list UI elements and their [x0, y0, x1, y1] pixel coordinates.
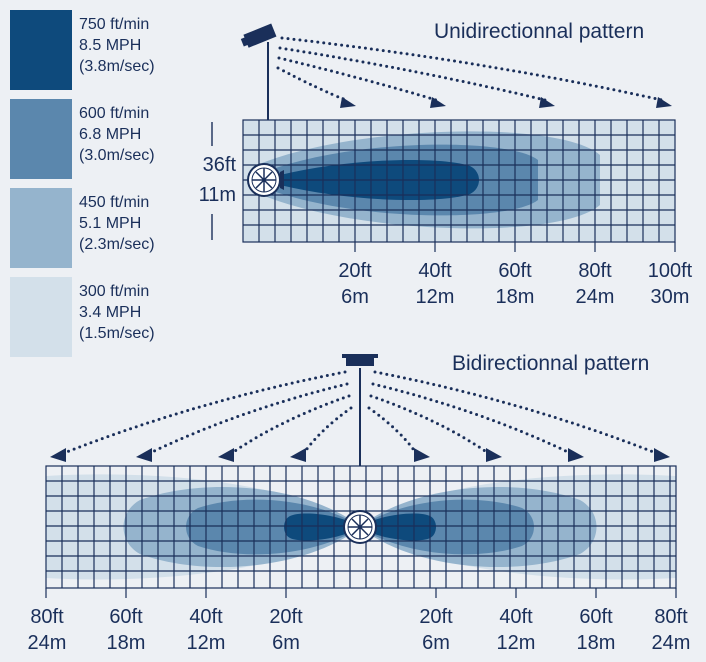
distance-tick: 100ft 30m — [635, 258, 705, 310]
tick-ft: 20ft — [419, 606, 453, 628]
distance-tick: 60ft 18m — [480, 258, 550, 310]
distance-tick: 60ft 18m — [561, 604, 631, 656]
bidirectional-pattern — [45, 354, 677, 598]
tick-ft: 40ft — [499, 606, 533, 628]
tick-m: 18m — [106, 632, 146, 654]
legend-swatches — [10, 10, 72, 357]
distance-tick: 40ft 12m — [400, 258, 470, 310]
bidirectional-title: Bidirectionnal pattern — [452, 352, 650, 375]
tick-ft: 40ft — [189, 606, 223, 628]
distance-tick: 20ft 6m — [251, 604, 321, 656]
legend-swatch-750 — [10, 10, 72, 90]
legend-ms: (2.3m/sec) — [79, 236, 155, 253]
distance-tick: 80ft 24m — [636, 604, 706, 656]
legend-mph: 3.4 MPH — [79, 304, 142, 321]
distance-tick: 60ft 18m — [91, 604, 161, 656]
distance-tick: 40ft 12m — [481, 604, 551, 656]
fan-icon-unidirectional — [247, 163, 284, 197]
tick-m: 12m — [496, 632, 536, 654]
legend-mph: 6.8 MPH — [79, 126, 142, 143]
tick-m: 24m — [27, 632, 67, 654]
legend-mph: 5.1 MPH — [79, 215, 142, 232]
arrow-heads-bidirectional — [50, 448, 670, 462]
distance-tick: 20ft 6m — [401, 604, 471, 656]
legend-ms: (3.8m/sec) — [79, 58, 155, 75]
tick-ft: 80ft — [654, 606, 688, 628]
tick-m: 18m — [576, 632, 616, 654]
tick-m: 18m — [495, 286, 535, 308]
legend-swatch-450 — [10, 188, 72, 268]
tick-ft: 100ft — [647, 260, 693, 282]
distance-tick: 40ft 12m — [171, 604, 241, 656]
tick-ft: 20ft — [269, 606, 303, 628]
legend-fpm: 300 ft/min — [79, 283, 150, 300]
tick-m: 6m — [272, 632, 300, 654]
fan-icon-bidirectional — [343, 510, 377, 544]
tick-m: 6m — [341, 286, 369, 308]
height-label: 36ft 11m — [186, 150, 236, 210]
legend-entry-300: 300 ft/min 3.4 MPH (1.5m/sec) — [79, 281, 155, 344]
legend-swatch-300 — [10, 277, 72, 357]
unidirectional-pattern — [211, 23, 676, 252]
legend-fpm: 750 ft/min — [79, 16, 150, 33]
tick-ft: 60ft — [498, 260, 532, 282]
grid-unidirectional — [242, 119, 676, 252]
height-ft: 36ft — [202, 154, 236, 176]
airflow-arrows-bidirectional — [62, 370, 658, 455]
distance-tick: 80ft 24m — [12, 604, 82, 656]
legend-ms: (1.5m/sec) — [79, 325, 155, 342]
ceiling-fan-bidirectional — [342, 354, 378, 466]
legend-mph: 8.5 MPH — [79, 37, 142, 54]
tick-m: 30m — [650, 286, 690, 308]
tick-ft: 60ft — [579, 606, 613, 628]
tick-ft: 40ft — [418, 260, 452, 282]
tick-ft: 60ft — [109, 606, 143, 628]
distance-tick: 20ft 6m — [320, 258, 390, 310]
tick-m: 12m — [186, 632, 226, 654]
distance-tick: 80ft 24m — [560, 258, 630, 310]
unidirectional-title: Unidirectionnal pattern — [434, 20, 645, 43]
legend-entry-600: 600 ft/min 6.8 MPH (3.0m/sec) — [79, 103, 155, 166]
legend-fpm: 600 ft/min — [79, 105, 150, 122]
legend-swatch-600 — [10, 99, 72, 179]
tick-m: 24m — [575, 286, 615, 308]
legend-entry-750: 750 ft/min 8.5 MPH (3.8m/sec) — [79, 14, 155, 77]
tick-ft: 80ft — [578, 260, 612, 282]
arrow-heads-unidirectional — [340, 97, 672, 108]
tick-m: 12m — [415, 286, 455, 308]
tick-ft: 80ft — [30, 606, 64, 628]
airflow-arrows-unidirectional — [276, 36, 664, 102]
ceiling-fan-unidirectional — [240, 23, 277, 120]
height-m: 11m — [198, 184, 236, 206]
tick-ft: 20ft — [338, 260, 372, 282]
tick-m: 6m — [422, 632, 450, 654]
legend-entry-450: 450 ft/min 5.1 MPH (2.3m/sec) — [79, 192, 155, 255]
legend-fpm: 450 ft/min — [79, 194, 150, 211]
legend-ms: (3.0m/sec) — [79, 147, 155, 164]
tick-m: 24m — [651, 632, 691, 654]
